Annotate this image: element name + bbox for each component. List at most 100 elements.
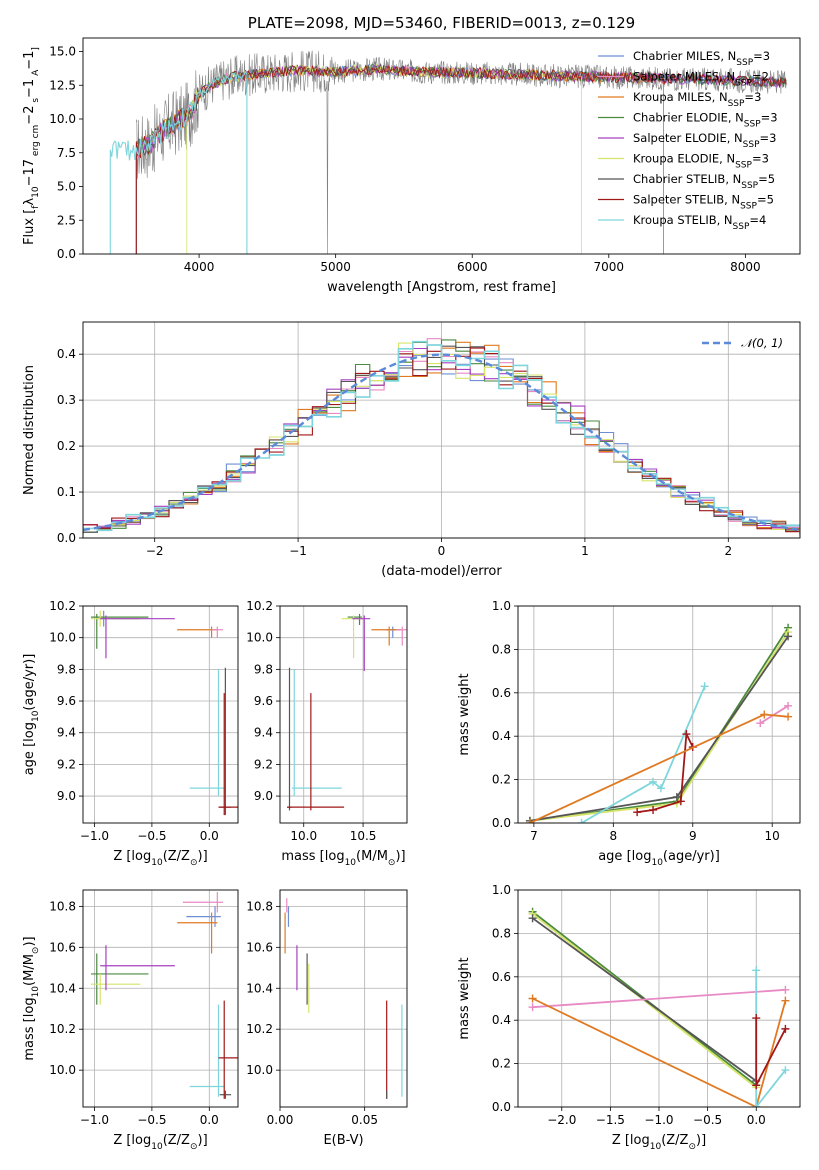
plot-area <box>528 907 790 1107</box>
legend-n: 5 <box>767 193 774 207</box>
y-axis-label: Normed distribution <box>22 365 37 495</box>
label-part: −1 <box>22 51 37 70</box>
y-tick-label: 10.0 <box>49 112 76 126</box>
x-tick-label: 4000 <box>184 260 215 274</box>
legend-n-prefix: , N <box>719 152 735 166</box>
y-tick-label: 10.2 <box>246 1022 273 1036</box>
data-point-chabrier_stelib <box>219 1090 232 1099</box>
label-part: 10 <box>650 1142 662 1152</box>
y-axis-label: mass weight <box>457 957 472 1039</box>
legend-entry: Kroupa ELODIE, NSSP=3 <box>633 152 769 171</box>
x-tick-label: −2.0 <box>547 1113 576 1127</box>
label-part: (M/M <box>356 849 388 864</box>
legend-n-prefix: , N <box>720 49 736 63</box>
legend-sub: SSP <box>740 202 757 212</box>
weight-marker <box>752 1103 761 1107</box>
y-tick-label: 9.2 <box>254 757 273 771</box>
label-part: 10 <box>151 1142 163 1152</box>
legend-sub: SSP <box>741 181 758 191</box>
weight-marker <box>784 712 793 721</box>
legend-name: Chabrier MILES <box>633 49 720 63</box>
legend-entry: Salpeter ELODIE, NSSP=3 <box>633 131 776 150</box>
weight-line-chabrier_elodie <box>529 627 789 822</box>
weight-line-kroupa_miles <box>529 713 789 823</box>
x-tick-label: 0.0 <box>200 1113 219 1127</box>
data-point-chabrier_stelib <box>219 667 232 816</box>
weight-marker <box>656 784 665 793</box>
label-part: ⊙ <box>388 858 396 868</box>
y-axis-label: Flux [fλ10−17 erg cm−2 s−1 A−1] <box>22 47 41 245</box>
y-tick-label: 9.8 <box>254 662 273 676</box>
weight-marker <box>756 719 765 728</box>
data-point-kroupa_elodie <box>341 615 366 659</box>
weight-marker <box>781 985 790 994</box>
legend-eq: = <box>752 70 762 84</box>
x-axis-label: Z [log10(Z/Z⊙)] <box>113 1133 207 1152</box>
legend-name: Kroupa STELIB <box>633 213 717 227</box>
weight-marker <box>784 632 793 641</box>
legend-n: 3 <box>770 111 777 125</box>
label-part: erg cm <box>31 125 41 159</box>
legend-name: Salpeter MILES <box>633 70 719 84</box>
weight-marker <box>649 777 658 786</box>
data-point-salpeter_stelib <box>287 693 345 811</box>
data-point-salpeter_elodie <box>100 945 175 991</box>
legend-eq: = <box>749 213 759 227</box>
legend-sub: SSP <box>733 222 750 232</box>
legend-entry: Chabrier ELODIE, NSSP=3 <box>633 111 778 130</box>
y-tick-label: 10.6 <box>246 940 273 954</box>
x-tick-label: 10.0 <box>290 829 317 843</box>
legend-eq: = <box>760 131 770 145</box>
label-part: −1 <box>22 79 37 98</box>
y-axis-label: mass [log10(M/M⊙)] <box>22 936 41 1060</box>
label-part: ⊙ <box>31 947 41 955</box>
data-point-kroupa_stelib <box>189 1004 225 1097</box>
x-tick-label: 0.0 <box>747 1113 766 1127</box>
label-part: Z [log <box>612 1133 650 1148</box>
plot-area <box>284 898 403 1099</box>
x-tick-label: 9 <box>689 829 697 843</box>
legend-eq: = <box>753 49 763 63</box>
label-part: (Z/Z <box>661 1133 688 1148</box>
label-part: )] <box>696 1133 706 1148</box>
weight-marker <box>672 792 681 801</box>
x-tick-label: 10 <box>765 829 780 843</box>
plot-area <box>109 50 787 254</box>
legend-n-prefix: , N <box>712 90 728 104</box>
legend-n: 3 <box>763 49 770 63</box>
label-part: 10 <box>151 858 163 868</box>
x-tick-label: −1.0 <box>80 829 109 843</box>
y-tick-label: 10.0 <box>246 631 273 645</box>
legend-name: Kroupa MILES <box>633 90 712 104</box>
y-tick-label: 12.5 <box>49 78 76 92</box>
label-part: 10 <box>31 986 41 998</box>
data-point-salpeter_miles <box>182 892 224 913</box>
x-tick-label: −0.5 <box>137 829 166 843</box>
label-part: ⊙ <box>190 1142 198 1152</box>
legend-eq: = <box>744 90 754 104</box>
data-point-kroupa_elodie <box>91 973 141 1005</box>
legend-entry: Chabrier STELIB, NSSP=5 <box>633 172 775 191</box>
y-tick-label: 0.0 <box>57 531 76 545</box>
label-part: Z [log <box>113 849 151 864</box>
weight-marker <box>781 1066 790 1075</box>
legend-eq: = <box>758 172 768 186</box>
y-tick-label: 10.4 <box>49 981 76 995</box>
y-tick-label: 0.4 <box>492 729 511 743</box>
legend-n-prefix: , N <box>717 213 733 227</box>
y-tick-label: 0.6 <box>492 686 511 700</box>
label-part: Flux [ <box>22 209 37 245</box>
label-part: 10 <box>31 186 41 198</box>
y-tick-label: 0.8 <box>492 642 511 656</box>
x-tick-label: −1.0 <box>80 1113 109 1127</box>
x-tick-label: −0.5 <box>137 1113 166 1127</box>
weight-marker <box>649 805 658 814</box>
weight-line-salpeter_miles <box>532 988 786 1009</box>
axes-frame <box>279 605 408 824</box>
label-part: )] <box>395 849 405 864</box>
label-part: age [log <box>22 722 37 775</box>
label-part: Z [log <box>113 1133 151 1148</box>
weight-line-kroupa_stelib <box>581 685 706 823</box>
weight-marker <box>752 1081 761 1090</box>
